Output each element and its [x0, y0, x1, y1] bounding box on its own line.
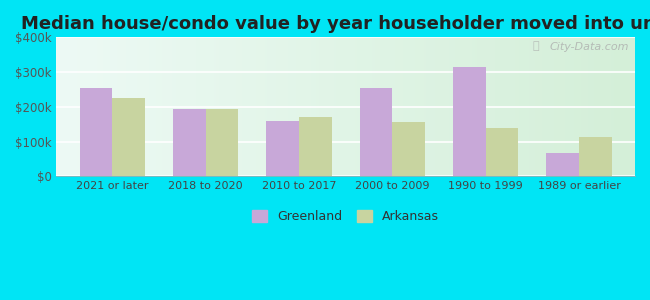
- Bar: [393, 122, 425, 176]
- Bar: [112, 98, 145, 176]
- Bar: [299, 117, 332, 176]
- Bar: [266, 121, 299, 176]
- Text: City-Data.com: City-Data.com: [550, 41, 629, 52]
- Bar: [359, 88, 393, 176]
- Text: ⓘ: ⓘ: [533, 41, 540, 52]
- Bar: [486, 128, 518, 176]
- Bar: [547, 153, 579, 176]
- Bar: [579, 137, 612, 176]
- Bar: [453, 67, 486, 176]
- Legend: Greenland, Arkansas: Greenland, Arkansas: [247, 205, 445, 228]
- Title: Median house/condo value by year householder moved into unit: Median house/condo value by year househo…: [21, 15, 650, 33]
- Bar: [173, 109, 206, 176]
- Bar: [206, 109, 239, 176]
- Bar: [80, 88, 112, 176]
